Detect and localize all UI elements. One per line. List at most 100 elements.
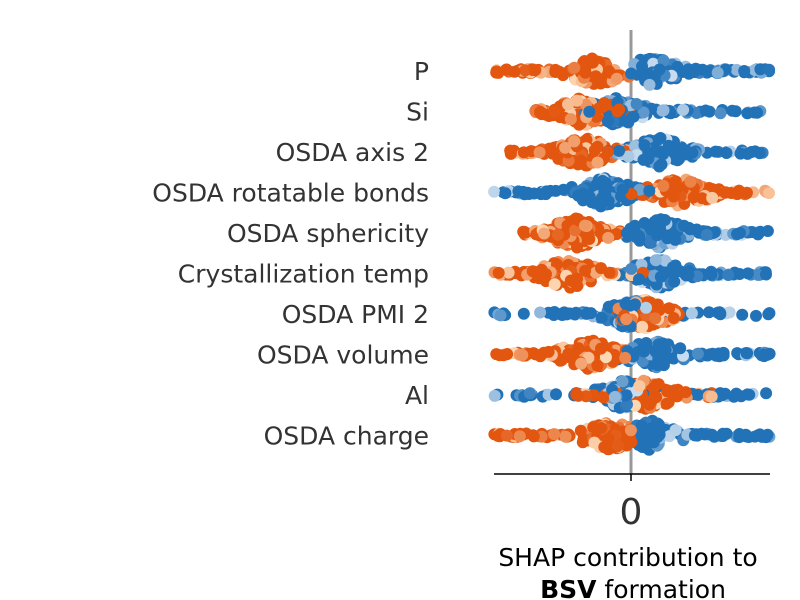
feature-label: OSDA rotatable bonds — [152, 179, 429, 208]
shap-point — [763, 347, 776, 360]
shap-point — [497, 349, 510, 362]
feature-label: Si — [406, 98, 429, 127]
shap-point — [657, 104, 670, 117]
shap-point — [572, 342, 585, 355]
shap-point — [620, 313, 633, 326]
shap-point — [668, 275, 681, 288]
shap-point — [730, 387, 743, 400]
shap-point — [535, 108, 548, 121]
shap-point — [667, 312, 680, 324]
shap-point — [601, 145, 614, 158]
shap-point — [750, 309, 762, 322]
shap-point — [716, 389, 728, 402]
shap-point — [690, 107, 703, 119]
shap-point — [492, 266, 505, 279]
shap-point — [608, 351, 621, 364]
shap-point — [657, 179, 670, 192]
shap-point — [577, 187, 590, 200]
shap-point — [644, 223, 657, 236]
shap-point — [754, 63, 767, 76]
shap-point — [488, 185, 501, 198]
shap-point — [696, 192, 709, 205]
shap-point — [502, 266, 515, 279]
shap-point — [700, 228, 713, 241]
shap-point — [760, 387, 773, 400]
shap-point — [575, 357, 588, 370]
shap-point — [569, 224, 582, 237]
shap-point — [734, 227, 746, 239]
shap-point — [704, 348, 716, 361]
shap-point — [653, 424, 666, 437]
shap-point — [610, 72, 623, 85]
shap-point — [517, 307, 530, 320]
shap-point — [620, 227, 633, 239]
shap-point — [763, 187, 775, 200]
shap-point — [625, 262, 638, 275]
shap-point — [601, 115, 614, 128]
shap-point — [559, 430, 572, 443]
shap-point — [516, 349, 529, 361]
shap-point — [649, 254, 662, 267]
shap-point — [546, 147, 559, 160]
shap-point — [699, 104, 712, 117]
shap-point — [649, 312, 662, 325]
shap-point — [597, 100, 610, 113]
shap-point — [529, 64, 542, 77]
shap-point — [640, 337, 653, 349]
shap-point — [548, 105, 561, 118]
beeswarm-points — [488, 52, 776, 456]
shap-point — [678, 219, 690, 232]
x-axis-label-line1: SHAP contribution to — [498, 543, 757, 572]
shap-point — [636, 355, 649, 368]
shap-point — [608, 391, 621, 403]
shap-point — [642, 431, 655, 444]
shap-point — [592, 223, 605, 236]
shap-point — [691, 347, 704, 360]
shap-point — [508, 65, 521, 78]
feature-label: Crystallization temp — [178, 260, 429, 289]
shap-point — [761, 225, 774, 237]
shap-point — [625, 67, 638, 80]
shap-point — [743, 388, 756, 401]
shap-point — [703, 306, 715, 319]
shap-point — [517, 225, 530, 238]
shap-point — [688, 429, 701, 442]
shap-point — [722, 269, 735, 281]
shap-point — [571, 389, 584, 402]
shap-point — [488, 389, 501, 402]
shap-point — [595, 422, 608, 434]
shap-point — [669, 266, 682, 279]
shap-point — [568, 135, 581, 148]
shap-point — [706, 428, 718, 441]
shap-point — [679, 145, 692, 158]
shap-point — [762, 308, 775, 321]
shap-point — [633, 380, 646, 393]
shap-point — [575, 154, 587, 167]
shap-point — [546, 307, 558, 319]
shap-point — [711, 66, 724, 79]
shap-point — [534, 306, 547, 319]
shap-point — [633, 273, 645, 286]
shap-point — [616, 375, 629, 388]
shap-point — [591, 359, 604, 372]
shap-point — [611, 105, 624, 118]
shap-point — [677, 103, 690, 116]
shap-point — [540, 268, 552, 281]
shap-point — [597, 391, 610, 404]
x-axis-label-bold: BSV — [540, 575, 597, 600]
feature-label: OSDA charge — [264, 422, 429, 451]
shap-point — [748, 106, 761, 119]
shap-point — [669, 175, 682, 188]
shap-point — [548, 428, 561, 441]
shap-point — [669, 424, 682, 437]
shap-point — [671, 60, 684, 73]
shap-point — [736, 308, 749, 321]
x-axis-label-line2: BSV formation — [540, 575, 726, 600]
shap-point — [523, 387, 536, 400]
shap-point — [636, 320, 649, 333]
feature-label: OSDA volume — [257, 341, 429, 370]
shap-point — [684, 175, 697, 188]
shap-point — [709, 145, 722, 158]
shap-point — [645, 394, 658, 407]
